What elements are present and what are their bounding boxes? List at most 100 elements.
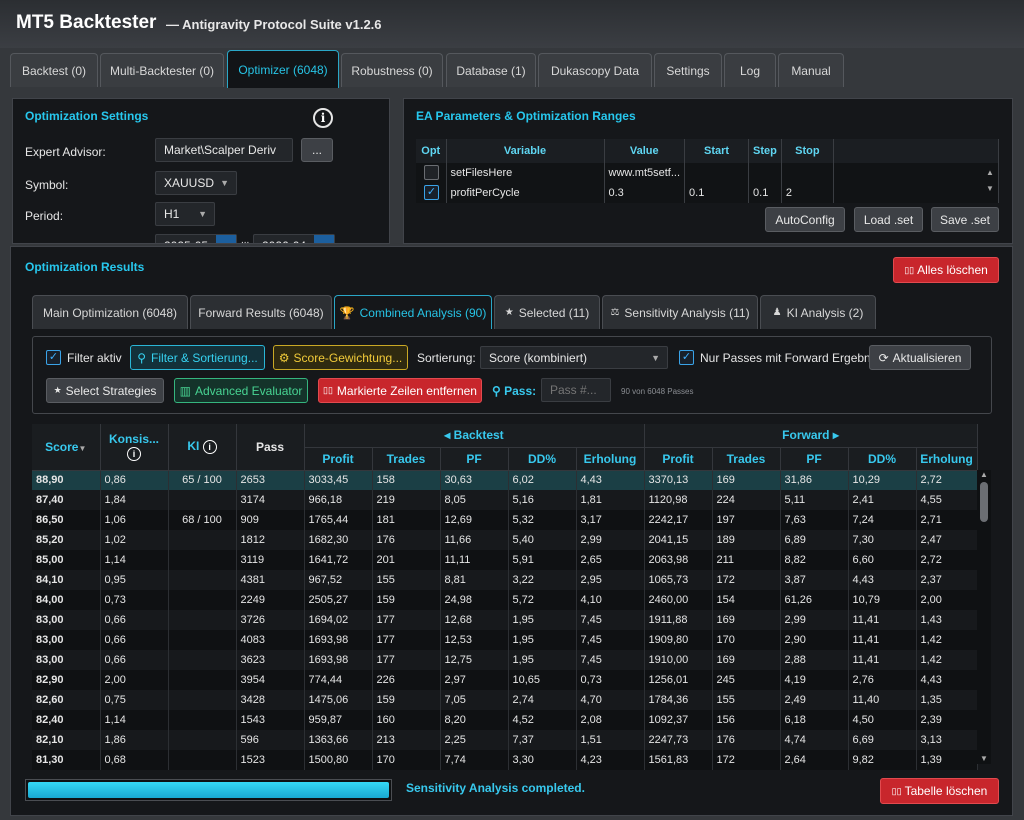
col-bt-erholung[interactable]: Erholung — [576, 447, 645, 471]
parameter-row[interactable]: ✓ profitPerCycle 0.3 0.1 0.1 2 — [416, 183, 1000, 203]
subtab-combined-analysis[interactable]: 🏆 Combined Analysis (90) — [334, 295, 492, 329]
cell-bt-erholung: 2,95 — [576, 570, 645, 590]
cell-konsistenz: 1,14 — [100, 710, 169, 730]
cell-fw-dd: 2,76 — [848, 670, 917, 690]
select-strategies-button[interactable]: ★ Select Strategies — [46, 378, 164, 403]
info-icon[interactable]: i — [202, 440, 217, 455]
clear-all-button[interactable]: ▯▯ Alles löschen — [893, 257, 999, 283]
scroll-up-icon[interactable]: ▲ — [980, 470, 988, 479]
clear-table-button[interactable]: ▯▯ Tabelle löschen — [880, 778, 999, 804]
chevron-down-icon: ▼ — [198, 209, 207, 219]
param-stop[interactable]: 2 — [781, 183, 834, 203]
col-fw-pf[interactable]: PF — [780, 447, 849, 471]
info-icon[interactable]: i — [313, 108, 333, 128]
tab-database[interactable]: Database (1) — [446, 53, 536, 87]
cell-fw-dd: 11,41 — [848, 630, 917, 650]
params-scrollbar[interactable]: ▲ ▼ — [986, 168, 994, 193]
expert-advisor-field[interactable]: Market\Scalper Deriv — [155, 138, 293, 162]
results-scrollbar[interactable]: ▲ ▼ — [977, 470, 991, 764]
load-set-button[interactable]: Load .set — [854, 207, 923, 232]
col-fw-profit[interactable]: Profit — [644, 447, 713, 471]
param-start[interactable] — [684, 163, 750, 183]
remove-marked-rows-button[interactable]: ▯▯ Markierte Zeilen entfernen — [318, 378, 482, 403]
col-bt-profit[interactable]: Profit — [304, 447, 373, 471]
table-row[interactable]: 85,00 1,14 3119 1641,72 201 11,11 5,91 2,65 2063… — [32, 550, 978, 570]
col-pass[interactable]: Pass — [236, 424, 305, 471]
table-row[interactable]: 87,40 1,84 3174 966,18 219 8,05 5,16 1,81 1120,9… — [32, 490, 978, 510]
table-row[interactable]: 86,50 1,06 68 / 100 909 1765,44 181 12,69 5,32 3… — [32, 510, 978, 530]
scroll-down-icon[interactable]: ▼ — [980, 754, 988, 763]
table-row[interactable]: 83,00 0,66 4083 1693,98 177 12,53 1,95 7,45 1909… — [32, 630, 978, 650]
col-bt-dd[interactable]: DD% — [508, 447, 577, 471]
cell-bt-pf: 12,68 — [440, 610, 509, 630]
subtab-sensitivity-analysis[interactable]: ⚖ Sensitivity Analysis (11) — [602, 295, 758, 329]
save-set-button[interactable]: Save .set — [931, 207, 999, 232]
cell-bt-erholung: 7,45 — [576, 650, 645, 670]
table-row[interactable]: 82,40 1,14 1543 959,87 160 8,20 4,52 2,08 1092,3… — [32, 710, 978, 730]
table-row[interactable]: 85,20 1,02 1812 1682,30 176 11,66 5,40 2,99 2041… — [32, 530, 978, 550]
opt-checkbox-checked[interactable]: ✓ — [424, 185, 439, 200]
tab-backtest[interactable]: Backtest (0) — [10, 53, 98, 87]
table-row[interactable]: 84,00 0,73 2249 2505,27 159 24,98 5,72 4,10 2460… — [32, 590, 978, 610]
pass-search-input[interactable] — [541, 378, 611, 402]
calendar-icon[interactable] — [314, 235, 334, 243]
table-row[interactable]: 82,60 0,75 3428 1475,06 159 7,05 2,74 4,70 1784,… — [32, 690, 978, 710]
tab-settings[interactable]: Settings — [654, 53, 722, 87]
table-row[interactable]: 88,90 0,86 65 / 100 2653 3033,45 158 30,63 6,02… — [32, 470, 978, 490]
autoconfig-button[interactable]: AutoConfig — [765, 207, 845, 232]
col-fw-trades[interactable]: Trades — [712, 447, 781, 471]
symbol-select[interactable]: XAUUSD ▼ — [155, 171, 237, 195]
param-stop[interactable] — [781, 163, 834, 183]
col-fw-dd[interactable]: DD% — [848, 447, 917, 471]
col-bt-trades[interactable]: Trades — [372, 447, 441, 471]
subtab-selected[interactable]: ★ Selected (11) — [494, 295, 600, 329]
table-row[interactable]: 83,00 0,66 3726 1694,02 177 12,68 1,95 7,45 1911… — [32, 610, 978, 630]
param-value[interactable]: 0.3 — [604, 183, 686, 203]
col-bt-pf[interactable]: PF — [440, 447, 509, 471]
param-step[interactable]: 0.1 — [748, 183, 782, 203]
scroll-thumb[interactable] — [980, 482, 988, 522]
info-icon[interactable]: i — [127, 447, 141, 462]
param-step[interactable] — [748, 163, 782, 183]
tab-log[interactable]: Log — [724, 53, 776, 87]
subtab-forward-results[interactable]: Forward Results (6048) — [190, 295, 332, 329]
tab-manual[interactable]: Manual — [778, 53, 844, 87]
col-konsistenz[interactable]: Konsis... i — [100, 424, 169, 471]
date-to-field[interactable]: 2026-04 — [253, 234, 335, 243]
cell-score: 83,00 — [32, 650, 101, 670]
col-fw-erholung[interactable]: Erholung — [916, 447, 978, 471]
cell-bt-dd: 1,95 — [508, 650, 577, 670]
calendar-icon[interactable] — [216, 235, 236, 243]
filter-active-checkbox[interactable]: ✓ — [46, 350, 61, 365]
forward-only-checkbox[interactable]: ✓ — [679, 350, 694, 365]
tab-dukascopy-data[interactable]: Dukascopy Data — [538, 53, 652, 87]
sort-label: Sortierung: — [417, 351, 476, 365]
tab-multi-backtester[interactable]: Multi-Backtester (0) — [100, 53, 224, 87]
param-value[interactable]: www.mt5setf... — [604, 163, 686, 183]
cell-ki — [168, 710, 237, 730]
table-row[interactable]: 83,00 0,66 3623 1693,98 177 12,75 1,95 7,45 1910… — [32, 650, 978, 670]
subtab-ki-analysis[interactable]: ♟ KI Analysis (2) — [760, 295, 876, 329]
score-weighting-button[interactable]: ⚙ Score-Gewichtung... — [273, 345, 408, 370]
advanced-evaluator-button[interactable]: ▥ Advanced Evaluator — [174, 378, 308, 403]
table-row[interactable]: 82,10 1,86 596 1363,66 213 2,25 7,37 1,51 2247,7… — [32, 730, 978, 750]
cell-bt-pf: 30,63 — [440, 470, 509, 490]
opt-checkbox[interactable] — [424, 165, 439, 180]
refresh-button[interactable]: ⟳ Aktualisieren — [869, 345, 971, 370]
col-score[interactable]: Score▼ — [32, 424, 101, 471]
tab-optimizer[interactable]: Optimizer (6048) — [227, 50, 339, 88]
period-select[interactable]: H1 ▼ — [155, 202, 215, 226]
table-row[interactable]: 81,30 0,68 1523 1500,80 170 7,74 3,30 4,23 1561,… — [32, 750, 978, 770]
param-start[interactable]: 0.1 — [684, 183, 750, 203]
browse-ea-button[interactable]: ... — [301, 138, 333, 162]
cell-score: 82,40 — [32, 710, 101, 730]
tab-robustness[interactable]: Robustness (0) — [341, 53, 443, 87]
col-ki[interactable]: KI i — [168, 424, 237, 471]
subtab-main-optimization[interactable]: Main Optimization (6048) — [32, 295, 188, 329]
table-row[interactable]: 82,90 2,00 3954 774,44 226 2,97 10,65 0,73 1256,… — [32, 670, 978, 690]
date-from-field[interactable]: 2025-05 — [155, 234, 237, 243]
parameter-row[interactable]: setFilesHere www.mt5setf... — [416, 163, 1000, 183]
filter-sort-button[interactable]: ⚲ Filter & Sortierung... — [130, 345, 265, 370]
table-row[interactable]: 84,10 0,95 4381 967,52 155 8,81 3,22 2,95 1065,7… — [32, 570, 978, 590]
sort-select[interactable]: Score (kombiniert) ▼ — [480, 346, 668, 369]
